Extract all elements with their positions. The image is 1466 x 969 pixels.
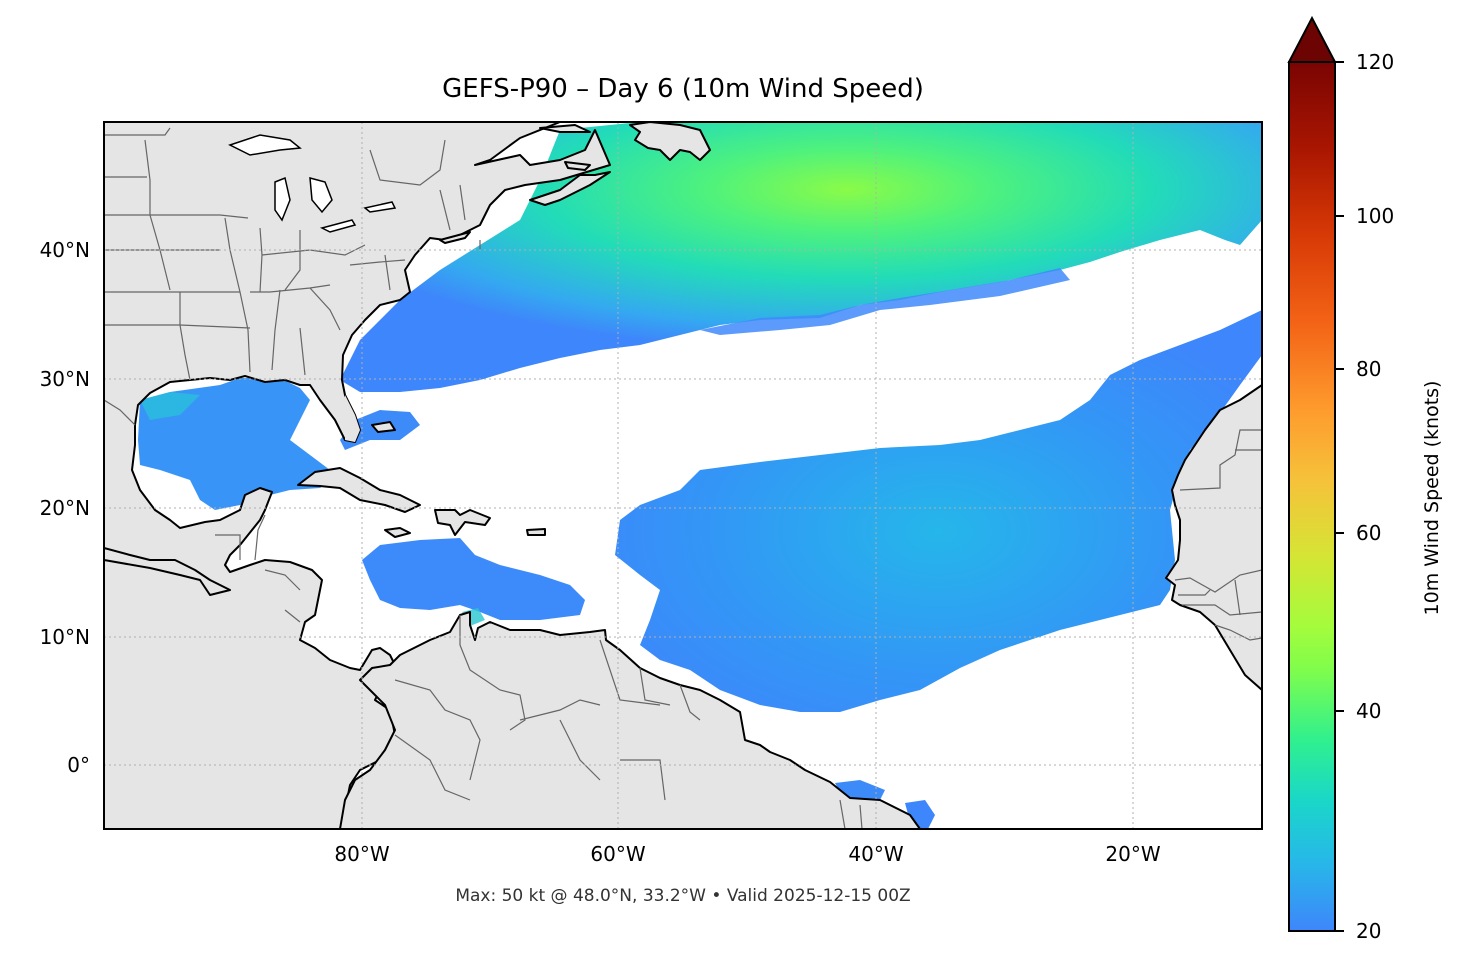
lat-label-0: 0° [67,753,90,777]
map-plot-area [104,122,1262,829]
lake-huron [309,176,333,214]
land-jamaica [384,527,411,538]
map-frame [103,121,1263,830]
lat-label-20n: 20°N [39,496,90,520]
lon-label-60w: 60°W [590,842,646,866]
lake-michigan [274,176,291,222]
wind-field-north-atlantic-edge [700,268,1070,335]
lon-label-40w: 40°W [848,842,904,866]
wind-field-tropical-atlantic [615,310,1262,712]
wind-field-caribbean [362,538,585,620]
lake-superior [228,134,302,156]
land-nova-scotia [529,171,611,206]
lat-label-10n: 10°N [39,625,90,649]
land-newfoundland [629,122,711,161]
colorbar-tick-120: 120 [1356,50,1395,74]
max-and-valid-time-caption: Max: 50 kt @ 48.0°N, 33.2°W • Valid 2025… [455,886,911,906]
lon-label-80w: 80°W [334,842,390,866]
land-hispaniola [434,509,491,536]
colorbar-tick-20: 20 [1356,919,1382,943]
wind-field-gulf-of-mexico [138,378,340,510]
colorbar-tick-100: 100 [1356,204,1395,228]
colorbar-tick-40: 40 [1356,699,1382,723]
lon-label-20w: 20°W [1105,842,1161,866]
lake-ontario [363,201,397,213]
land-cuba [297,467,421,513]
land-layer [104,122,1262,829]
land-puerto-rico [526,528,546,536]
colorbar [1287,15,1344,932]
colorbar-tick-60: 60 [1356,521,1382,545]
lat-label-30n: 30°N [39,367,90,391]
lake-erie [319,219,357,233]
map-title: GEFS-P90 – Day 6 (10m Wind Speed) [442,74,924,104]
colorbar-tick-80: 80 [1356,357,1382,381]
lat-label-40n: 40°N [39,238,90,262]
lakes-layer [228,134,397,233]
borders-layer [104,127,1262,829]
colorbar-label-text: 10m Wind Speed (knots) [1421,380,1443,616]
gridlines [104,122,1262,829]
colorbar-extend-max-arrow [1287,15,1337,63]
land-north-america [104,122,611,829]
